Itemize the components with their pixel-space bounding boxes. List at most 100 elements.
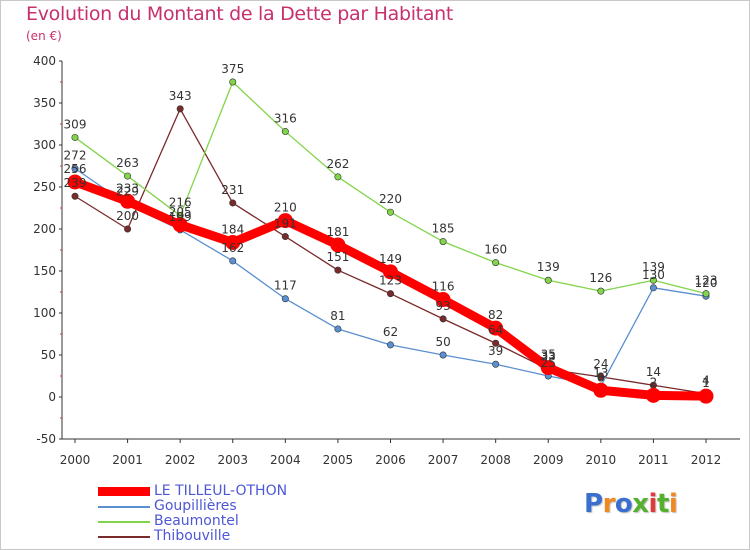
series-point (334, 266, 342, 274)
x-tick-label: 2011 (638, 453, 669, 467)
series-point (698, 388, 714, 404)
series-point (281, 295, 289, 303)
series-point (334, 325, 342, 333)
x-tick-label: 2004 (270, 453, 301, 467)
data-label: 35 (541, 348, 556, 362)
logo-letter: i (648, 489, 658, 519)
series-point (71, 133, 79, 141)
data-label: 1 (702, 376, 710, 390)
series-point (544, 276, 552, 284)
legend-label: Goupillières (154, 498, 237, 514)
y-tick-label: -50 (36, 432, 56, 446)
data-label: 116 (432, 280, 455, 294)
series-point (435, 292, 451, 308)
y-tick-label: 200 (33, 222, 56, 236)
data-label: 210 (274, 201, 297, 215)
data-label: 184 (221, 222, 244, 236)
data-label: 2 (650, 375, 658, 389)
series-point (540, 360, 556, 376)
data-label: 262 (326, 157, 349, 171)
series-point (649, 276, 657, 284)
logo-letter: t (656, 489, 669, 519)
series-point (492, 360, 500, 368)
proxiti-logo[interactable]: Proxiti (584, 489, 678, 519)
data-label: 181 (326, 225, 349, 239)
y-tick-label: 300 (33, 138, 56, 152)
data-label: 8 (597, 370, 605, 384)
series-point (229, 199, 237, 207)
series-point (229, 78, 237, 86)
logo-letter: r (602, 489, 616, 519)
data-label: 162 (221, 241, 244, 255)
y-tick-label: 250 (33, 180, 56, 194)
data-label: 343 (169, 89, 192, 103)
series-point (334, 173, 342, 181)
legend-swatch (98, 487, 150, 496)
chart-unit: (en €) (26, 29, 62, 43)
series-point (172, 217, 188, 233)
x-tick-label: 2005 (323, 453, 354, 467)
data-label: 117 (274, 279, 297, 293)
data-label: 93 (435, 299, 450, 313)
x-tick-label: 2010 (586, 453, 617, 467)
data-label: 239 (64, 176, 87, 190)
series-point (225, 234, 241, 250)
data-label: 82 (488, 308, 503, 322)
data-label: 191 (274, 217, 297, 231)
data-label: 231 (221, 183, 244, 197)
y-tick-label: 50 (41, 348, 56, 362)
data-label: 62 (383, 325, 398, 339)
logo-letter: i (668, 489, 678, 519)
data-label: 375 (221, 62, 244, 76)
series-point (124, 172, 132, 180)
legend-label: Beaumontel (154, 513, 239, 529)
series-point (386, 341, 394, 349)
series-point (702, 290, 710, 298)
data-label: 316 (274, 112, 297, 126)
data-label: 185 (432, 222, 455, 236)
data-label: 205 (169, 205, 192, 219)
series-point (593, 382, 609, 398)
series-point (176, 105, 184, 113)
data-label: 50 (435, 335, 450, 349)
series-point (124, 225, 132, 233)
series-point (439, 238, 447, 246)
data-label: 81 (330, 309, 345, 323)
series-point (645, 387, 661, 403)
y-tick-label: 150 (33, 264, 56, 278)
series-point (597, 287, 605, 295)
y-tick-label: 100 (33, 306, 56, 320)
y-tick-label: 350 (33, 96, 56, 110)
series-point (281, 233, 289, 241)
data-label: 39 (488, 344, 503, 358)
data-label: 33 (541, 349, 556, 363)
logo-letter: x (632, 489, 649, 519)
legend-swatch (98, 521, 150, 523)
y-tick-label: 400 (33, 54, 56, 68)
x-tick-label: 2000 (60, 453, 91, 467)
data-label: 199 (169, 210, 192, 224)
series-point (488, 320, 504, 336)
data-label: 4 (702, 374, 710, 388)
data-label: 14 (646, 365, 661, 379)
data-label: 229 (116, 185, 139, 199)
series-point (386, 290, 394, 298)
x-tick-label: 2008 (480, 453, 511, 467)
data-label: 139 (537, 260, 560, 274)
legend-label: LE TILLEUL-OTHON (154, 483, 288, 499)
data-label: 233 (116, 181, 139, 195)
legend-swatch (98, 536, 150, 538)
x-tick-label: 2003 (217, 453, 248, 467)
x-tick-label: 2012 (691, 453, 722, 467)
chart-title: Evolution du Montant de la Dette par Hab… (26, 3, 454, 25)
data-label: 149 (379, 252, 402, 266)
series-point (71, 192, 79, 200)
series-point (439, 351, 447, 359)
data-label: 25 (541, 356, 556, 370)
data-label: 13 (593, 366, 608, 380)
logo-letter: P (584, 489, 603, 519)
x-tick-label: 2007 (428, 453, 459, 467)
series-point (229, 257, 237, 265)
x-tick-label: 2001 (112, 453, 143, 467)
